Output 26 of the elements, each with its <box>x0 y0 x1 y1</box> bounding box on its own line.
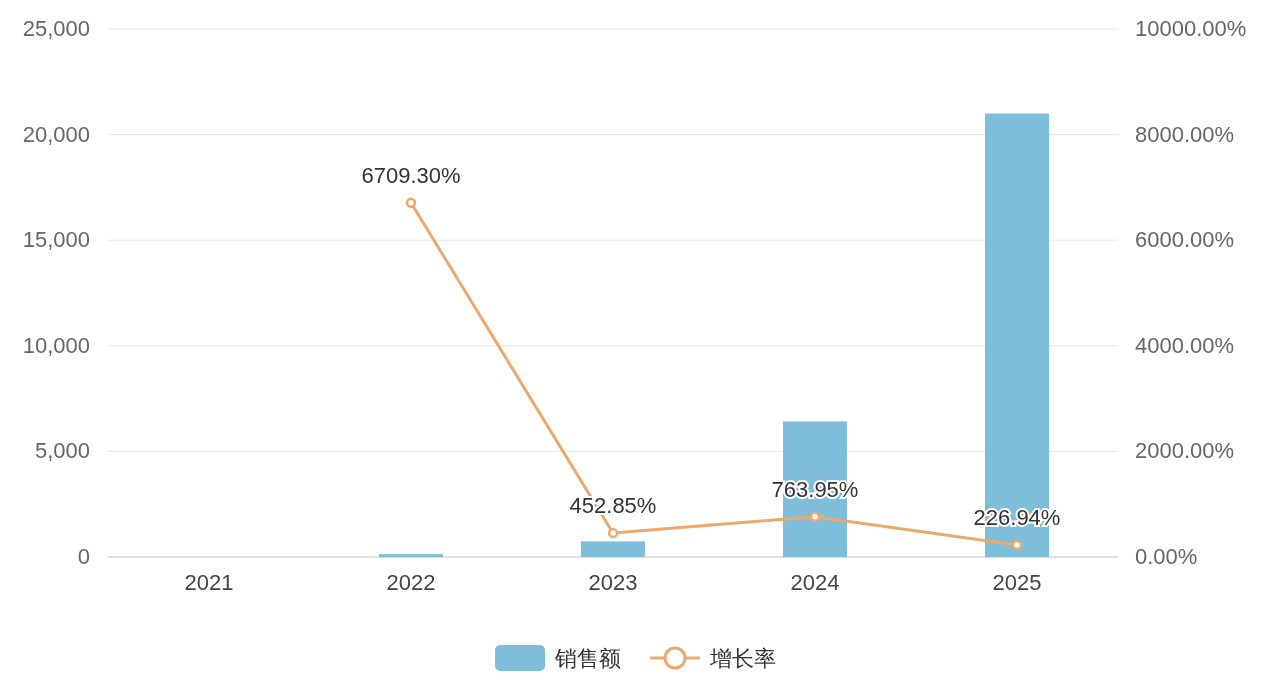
y-tick-label: 15,000 <box>22 227 90 253</box>
x-tick-label: 2024 <box>790 570 840 595</box>
point <box>405 197 417 208</box>
x-tick-label: 2021 <box>184 570 234 595</box>
y2-tick-label: 4000.00% <box>1135 332 1235 358</box>
y2-tick-label: 0.00% <box>1135 544 1198 569</box>
y-tick-label: 5,000 <box>34 438 90 464</box>
legend-label: 销售额 <box>554 646 621 671</box>
point <box>607 527 619 539</box>
x-tick-label: 2025 <box>992 570 1042 595</box>
bar <box>379 554 443 557</box>
point <box>809 511 821 522</box>
y2-tick-label: 6000.00% <box>1135 227 1235 253</box>
data-label: 6709.30% <box>361 162 461 188</box>
y-tick-label: 10,000 <box>22 332 90 358</box>
y-tick-label: 25,000 <box>22 16 90 41</box>
y2-tick-label: 8000.00% <box>1135 121 1235 147</box>
bar <box>581 541 645 557</box>
point <box>1011 539 1023 551</box>
y2-tick-label: 2000.00% <box>1135 438 1235 464</box>
legend-label: 增长率 <box>709 646 776 671</box>
y2-tick-label: 10000.00% <box>1135 16 1247 41</box>
y-tick-label: 0 <box>77 544 90 569</box>
y-tick-label: 20,000 <box>22 121 90 147</box>
x-tick-label: 2023 <box>588 570 638 595</box>
x-tick-label: 2022 <box>386 570 436 595</box>
